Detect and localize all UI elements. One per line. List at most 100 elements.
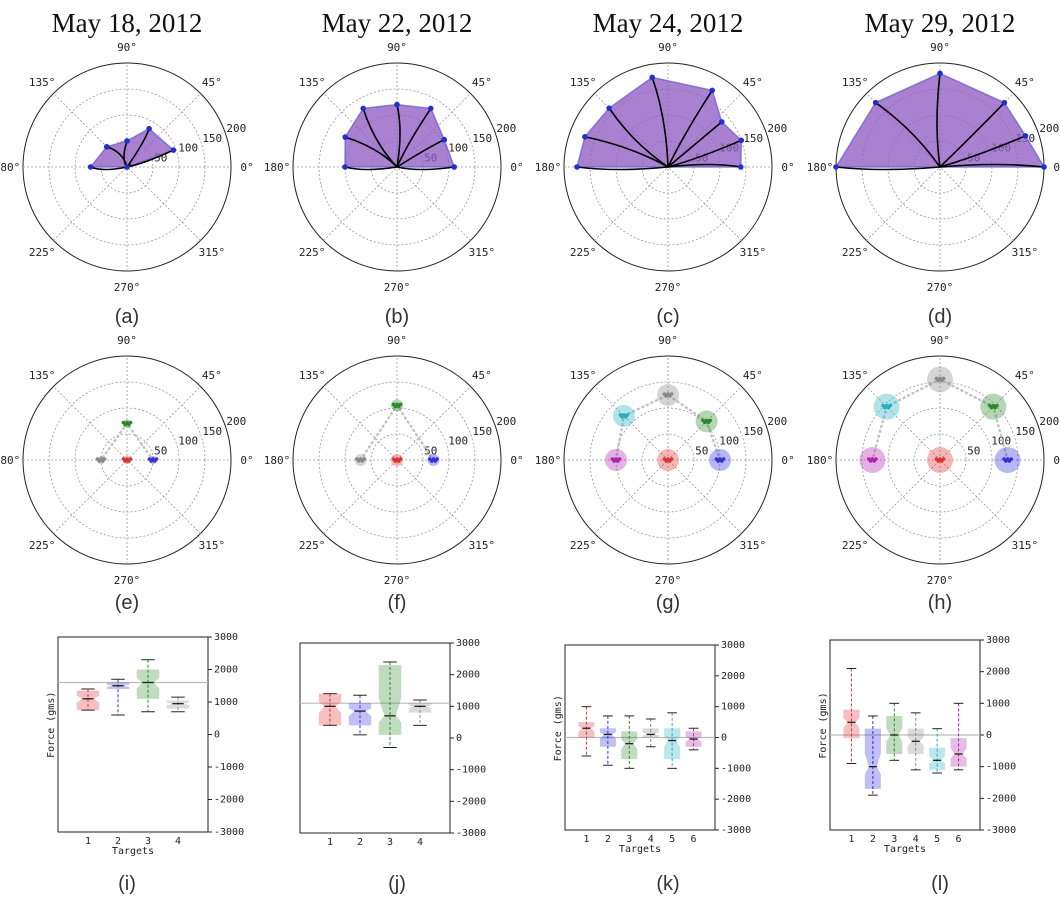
y-tick-label-2-0: -3000 — [456, 828, 486, 839]
polar-angle-label-a3-270: 270° — [927, 281, 954, 294]
y-tick-label-1-4: 1000 — [214, 697, 238, 708]
trajectory-3-4 — [667, 90, 713, 168]
polar-angle-label-a2-180: 180° — [535, 161, 562, 174]
polar-angle-label-a3-315: 315° — [1012, 246, 1039, 259]
trajectory-4-5 — [939, 163, 1045, 168]
caption-a: (a) — [115, 306, 139, 328]
polar-angle-label-b0-225: 225° — [29, 539, 56, 552]
polar-angle-label-b0-315: 315° — [199, 539, 226, 552]
y-tick-label-1-2: -1000 — [214, 762, 244, 773]
hull-vertex-4-3 — [1001, 99, 1008, 106]
caption-i: (i) — [118, 873, 136, 895]
polar-angle-label-a0-315: 315° — [199, 246, 226, 259]
x-tick-label-3-3: 4 — [648, 834, 654, 845]
polar-angle-label-a1-225: 225° — [299, 246, 326, 259]
hull-vertex-1-0 — [87, 164, 94, 170]
hull-vertex-4-5 — [1041, 164, 1047, 170]
polar-angle-label-b1-0: 0° — [510, 454, 523, 467]
box-4-5 — [950, 738, 967, 767]
trajectory-3-5 — [667, 121, 723, 168]
hull-vertex-3-5 — [718, 119, 725, 125]
hull-vertex-2-0 — [342, 164, 348, 170]
trajectory-4-4 — [939, 135, 1026, 168]
trajectory-3-3 — [651, 77, 669, 168]
target-point-red-4-4 — [941, 457, 946, 461]
hull-vertex-2-3 — [394, 101, 400, 108]
target-point-blue-2-4 — [435, 457, 439, 461]
polar-angle-label-a3-225: 225° — [842, 246, 869, 259]
polar-angle-label-b3-90: 90° — [930, 334, 950, 347]
y-tick-label-4-3: 0 — [986, 730, 992, 741]
polar-angle-label-b1-180: 180° — [264, 454, 291, 467]
x-tick-label-4-4: 5 — [934, 834, 940, 845]
target-point-cyan-4-4 — [888, 403, 893, 408]
y-tick-label-4-6: 3000 — [986, 635, 1010, 646]
y-tick-label-3-3: 0 — [721, 733, 727, 744]
boxplot-frame-1 — [57, 636, 209, 833]
polar-angle-label-b3-315: 315° — [1012, 539, 1039, 552]
box-3-1 — [599, 728, 616, 747]
x-tick-label-3-1: 2 — [605, 834, 611, 845]
polar-angle-label-b0-45: 45° — [202, 369, 222, 382]
target-point-blue-3-4 — [721, 457, 726, 461]
polar-radius-label-b1-50: 50 — [424, 444, 437, 457]
polar-radius-label-a0-200: 200 — [226, 122, 246, 135]
polar-target-chart-3: 0° 45° 90° 135° 180° 225° 270° 315° 50 100 150 200 — [535, 334, 795, 587]
polar-radius-label-b0-50: 50 — [154, 444, 167, 457]
x-tick-label-2-0: 1 — [327, 837, 333, 848]
y-tick-label-3-0: -3000 — [721, 825, 751, 836]
y-tick-label-1-1: -2000 — [214, 795, 244, 806]
target-point-red-1-4 — [128, 457, 133, 461]
polar-angle-label-a2-90: 90° — [658, 41, 678, 54]
target-point-blue-4-4 — [1009, 457, 1013, 461]
polar-angle-label-a3-180: 180° — [807, 161, 834, 174]
y-axis-label-1: Force (gms) — [46, 692, 57, 758]
hull-vertex-2-5 — [441, 136, 448, 143]
box-3-2 — [621, 731, 638, 760]
polar-angle-label-b2-45: 45° — [743, 369, 763, 382]
polar-angle-label-a1-90: 90° — [387, 41, 407, 54]
hull-vertex-3-6 — [738, 137, 745, 144]
x-tick-label-4-5: 6 — [956, 834, 962, 845]
polar-angle-label-a1-270: 270° — [384, 281, 411, 294]
target-point-cyan-3-4 — [625, 413, 630, 417]
polar-target-chart-4: 0° 45° 90° 135° 180° 225° 270° 315° 50 100 150 200 — [807, 334, 1060, 587]
polar-angle-label-b2-225: 225° — [570, 539, 597, 552]
x-tick-label-1-1: 2 — [115, 836, 121, 847]
y-tick-label-4-4: 1000 — [986, 698, 1010, 709]
target-point-green-2-4 — [398, 402, 403, 407]
y-axis-label-4: Force (gms) — [818, 692, 829, 758]
y-tick-label-1-3: 0 — [214, 730, 220, 741]
reach-hull-area-4 — [836, 73, 1044, 167]
polar-angle-label-b0-270: 270° — [114, 574, 141, 587]
box-2-1 — [348, 703, 372, 726]
x-tick-label-3-4: 5 — [669, 834, 675, 845]
y-tick-label-2-3: 0 — [456, 733, 462, 744]
trajectory-3-7 — [667, 163, 741, 168]
box-2-0 — [318, 693, 342, 726]
polar-angle-label-b3-225: 225° — [842, 539, 869, 552]
polar-radius-label-a0-150: 150 — [202, 132, 222, 145]
polar-angle-label-a1-180: 180° — [264, 161, 291, 174]
box-1-3 — [166, 700, 190, 709]
hull-vertex-1-5 — [124, 164, 130, 170]
boxplot-chart-4: -3000 -2000 -1000 0 1000 2000 3000 1 2 3 4 5 6 Target… — [818, 635, 1016, 855]
caption-j: (j) — [388, 873, 406, 895]
trajectory-4-0 — [835, 166, 941, 171]
y-tick-label-2-6: 3000 — [456, 638, 480, 649]
panel-captions: (a) (b) (c) (d) (e) (f) (g) (h) (i) (j) … — [115, 306, 952, 895]
trajectory-3-0 — [576, 166, 669, 171]
polar-angle-label-a3-0: 0° — [1053, 161, 1060, 174]
trajectory-3-1 — [584, 135, 669, 168]
y-tick-label-1-0: -3000 — [214, 827, 244, 838]
polar-radius-label-b1-150: 150 — [472, 425, 492, 438]
polar-radius-label-a1-150: 150 — [472, 132, 492, 145]
polar-angle-label-a0-135: 135° — [29, 76, 56, 89]
y-tick-label-1-5: 2000 — [214, 665, 238, 676]
polar-angle-label-a0-225: 225° — [29, 246, 56, 259]
reach-hull-area-3 — [577, 77, 742, 167]
polar-angle-label-a0-270: 270° — [114, 281, 141, 294]
target-point-gray-1-4 — [102, 457, 107, 461]
